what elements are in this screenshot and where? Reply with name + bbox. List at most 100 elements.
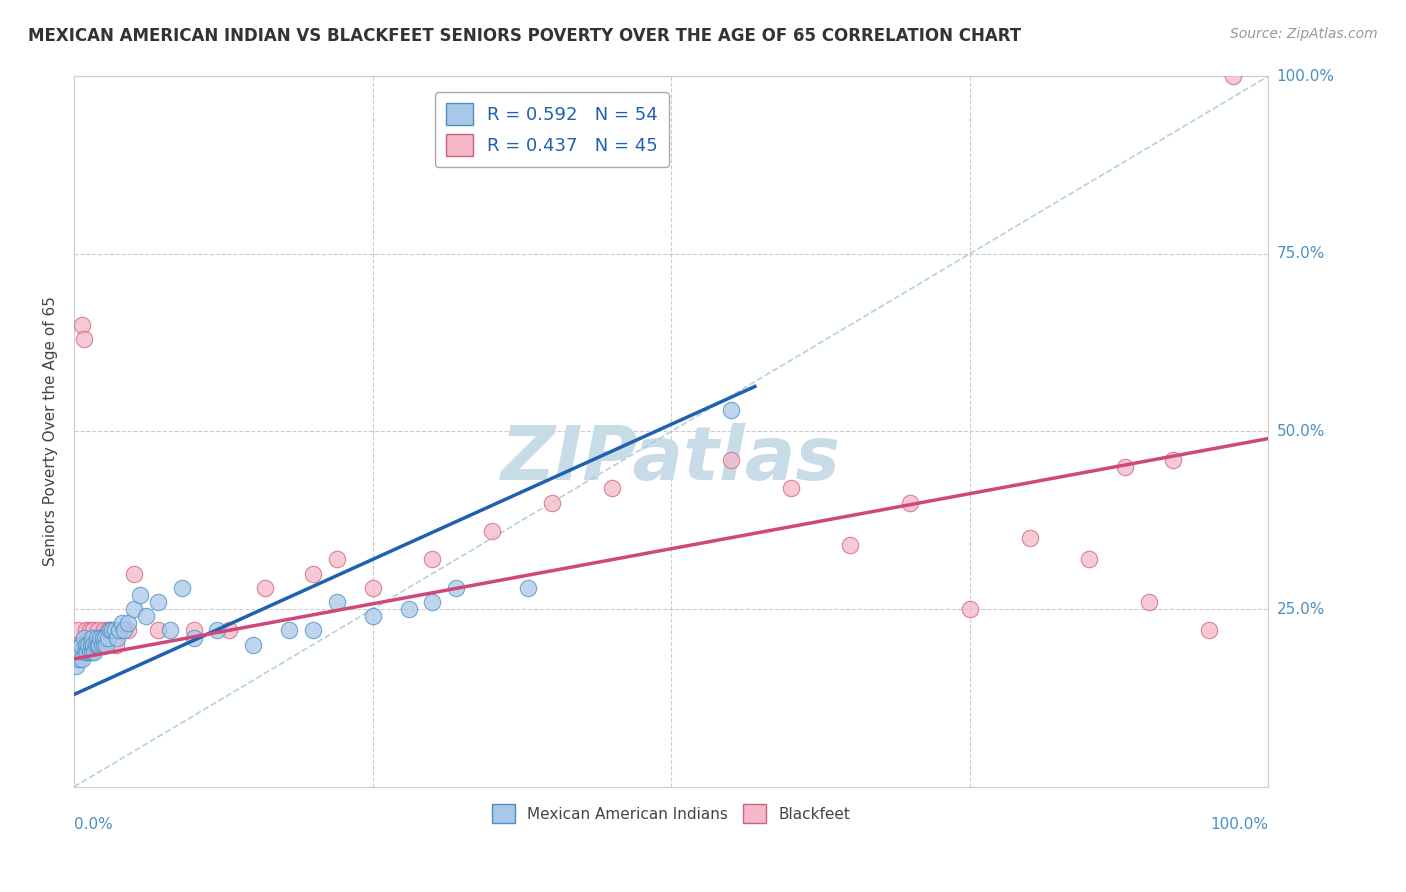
Point [104, 624, 127, 638]
Point [898, 495, 921, 509]
Point [98, 624, 121, 638]
Point [146, 595, 169, 609]
Point [98, 624, 121, 638]
Point [69, 645, 91, 659]
Point [278, 624, 301, 638]
Point [65, 659, 87, 673]
Point [79, 624, 101, 638]
Point [361, 609, 384, 624]
Point [73, 645, 96, 659]
Point [87, 624, 110, 638]
Text: 50.0%: 50.0% [1277, 424, 1324, 439]
Point [122, 566, 145, 581]
Point [93, 624, 115, 638]
Point [170, 581, 193, 595]
Point [90, 638, 112, 652]
Point [779, 481, 801, 495]
Point [326, 595, 349, 609]
Point [80, 645, 103, 659]
Point [720, 403, 742, 417]
Point [82, 624, 104, 638]
Point [398, 602, 420, 616]
Point [1018, 531, 1040, 545]
Point [183, 631, 205, 645]
Point [72, 332, 94, 346]
Point [117, 624, 139, 638]
Point [79, 645, 101, 659]
Point [112, 624, 135, 638]
Point [67, 652, 90, 666]
Point [77, 638, 100, 652]
Point [96, 638, 118, 652]
Point [111, 624, 134, 638]
Point [89, 638, 111, 652]
Point [84, 638, 107, 652]
Point [87, 638, 110, 652]
Legend: Mexican American Indians, Blackfeet: Mexican American Indians, Blackfeet [486, 798, 856, 829]
Point [1078, 552, 1101, 566]
Point [104, 638, 127, 652]
Point [326, 552, 349, 566]
Point [516, 581, 538, 595]
Point [183, 624, 205, 638]
Text: ZIPatlas: ZIPatlas [502, 424, 841, 496]
Point [218, 624, 240, 638]
Point [146, 624, 169, 638]
Point [422, 552, 444, 566]
Point [96, 631, 118, 645]
Text: 25.0%: 25.0% [1277, 601, 1324, 616]
Point [80, 638, 103, 652]
Point [481, 524, 503, 538]
Point [959, 602, 981, 616]
Point [96, 624, 118, 638]
Text: 100.0%: 100.0% [1211, 817, 1268, 832]
Point [72, 631, 94, 645]
Point [89, 631, 111, 645]
Text: Source: ZipAtlas.com: Source: ZipAtlas.com [1230, 27, 1378, 41]
Point [1198, 624, 1220, 638]
Text: MEXICAN AMERICAN INDIAN VS BLACKFEET SENIORS POVERTY OVER THE AGE OF 65 CORRELAT: MEXICAN AMERICAN INDIAN VS BLACKFEET SEN… [28, 27, 1021, 45]
Point [84, 638, 107, 652]
Point [302, 566, 325, 581]
Point [361, 581, 384, 595]
Point [101, 624, 124, 638]
Text: 75.0%: 75.0% [1277, 246, 1324, 261]
Point [80, 631, 103, 645]
Point [91, 631, 114, 645]
Point [135, 609, 157, 624]
Point [111, 616, 134, 631]
Point [83, 645, 105, 659]
Point [1161, 453, 1184, 467]
Point [117, 616, 139, 631]
Point [302, 624, 325, 638]
Point [86, 631, 108, 645]
Point [446, 581, 468, 595]
Point [73, 638, 96, 652]
Point [1137, 595, 1160, 609]
Point [720, 453, 742, 467]
Point [75, 624, 97, 638]
Point [69, 645, 91, 659]
Point [1222, 69, 1244, 83]
Point [839, 538, 862, 552]
Point [66, 645, 89, 659]
Point [65, 638, 87, 652]
Point [93, 638, 115, 652]
Text: 0.0%: 0.0% [75, 817, 112, 832]
Point [89, 631, 111, 645]
Point [82, 638, 104, 652]
Point [72, 652, 94, 666]
Point [108, 624, 131, 638]
Y-axis label: Seniors Poverty Over the Age of 65: Seniors Poverty Over the Age of 65 [44, 296, 58, 566]
Point [600, 481, 623, 495]
Point [72, 318, 94, 332]
Point [207, 624, 229, 638]
Point [76, 645, 98, 659]
Point [128, 588, 150, 602]
Point [254, 581, 277, 595]
Point [122, 602, 145, 616]
Text: 100.0%: 100.0% [1277, 69, 1334, 84]
Point [70, 638, 93, 652]
Point [66, 624, 89, 638]
Point [70, 638, 93, 652]
